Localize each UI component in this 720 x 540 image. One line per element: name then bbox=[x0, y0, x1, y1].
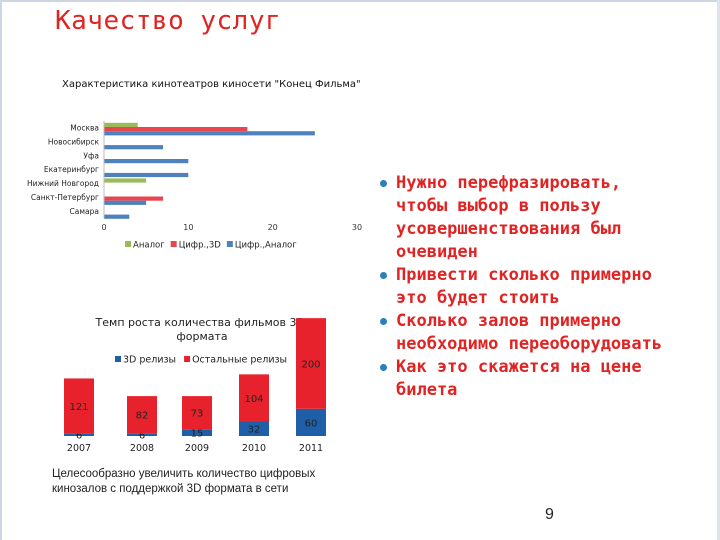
bullet-dot-icon bbox=[380, 180, 387, 187]
chart1-legend-swatch bbox=[125, 241, 131, 247]
chart1-category-label: Санкт-Петербург bbox=[31, 193, 99, 202]
bullet-text: Привести сколько примерно это будет стои… bbox=[396, 265, 652, 308]
chart2-data-label: 32 bbox=[248, 425, 261, 436]
chart1-category-label: Уфа bbox=[83, 151, 99, 160]
bullet-text: Как это скажется на цене билета bbox=[396, 357, 642, 400]
chart1-tick-label: 10 bbox=[183, 223, 193, 232]
chart2-legend-swatch bbox=[115, 356, 121, 362]
chart2-title: Темп роста количества фильмов 3D формата bbox=[95, 316, 309, 343]
bullet-item: Нужно перефразировать, чтобы выбор в пол… bbox=[380, 172, 680, 264]
chart1-bar bbox=[104, 172, 189, 178]
chart2-bar-segment bbox=[64, 378, 94, 434]
chart1-bar bbox=[104, 214, 130, 219]
chart2-data-label: 82 bbox=[136, 411, 149, 422]
chart2-bar-segment bbox=[239, 421, 269, 436]
chart1-bar bbox=[104, 159, 189, 164]
chart2-data-label: 6 bbox=[139, 431, 145, 442]
bullet-dot-icon bbox=[380, 364, 387, 371]
chart2-data-label: 121 bbox=[69, 402, 88, 413]
chart2-data-label: 15 bbox=[191, 429, 204, 440]
chart2-bar-segment bbox=[127, 433, 157, 436]
chart2-category-label: 2008 bbox=[130, 443, 154, 454]
chart1-legend-swatch bbox=[170, 241, 177, 247]
bullet-item: Сколько залов примерно необходимо переоб… bbox=[380, 310, 680, 356]
bullet-text: Сколько залов примерно необходимо переоб… bbox=[396, 311, 663, 354]
page-number: 9 bbox=[545, 506, 554, 523]
chart1-bar bbox=[104, 178, 147, 183]
chart2-bar-segment bbox=[182, 429, 212, 436]
chart2-bar-segment bbox=[182, 396, 212, 430]
chart1-bar bbox=[104, 196, 164, 201]
chart2-bar-segment bbox=[296, 408, 326, 436]
slide-frame-left bbox=[0, 0, 2, 540]
chart1-tick-label: 0 bbox=[101, 223, 106, 232]
bullet-item: Привести сколько примерно это будет стои… bbox=[380, 264, 680, 310]
chart1-legend-swatch bbox=[226, 241, 233, 247]
chart1-category-label: Нижний Новгород bbox=[27, 179, 99, 188]
bullet-item: Как это скажется на цене билета bbox=[380, 356, 680, 402]
chart1-tick-label: 20 bbox=[268, 223, 278, 232]
chart1-bar bbox=[104, 145, 164, 150]
chart1-category-label: Новосибирск bbox=[48, 137, 100, 146]
chart2-category-label: 2009 bbox=[185, 443, 209, 454]
chart1-legend-label: Аналог bbox=[133, 241, 165, 251]
chart2-data-label: 6 bbox=[76, 431, 82, 442]
chart2-title-line-1: Темп роста количества фильмов 3D bbox=[95, 316, 305, 329]
bullet-dot-icon bbox=[380, 272, 387, 279]
chart1-legend-label: Цифр.,Аналог bbox=[235, 241, 297, 251]
chart1-tick-label: 30 bbox=[352, 223, 362, 232]
chart2-data-label: 73 bbox=[191, 409, 204, 420]
bullet-list: Нужно перефразировать, чтобы выбор в пол… bbox=[380, 172, 680, 402]
chart2-title-line-2: формата bbox=[176, 330, 227, 343]
slide-frame-right bbox=[717, 0, 720, 540]
chart2-category-label: 2010 bbox=[242, 443, 266, 454]
chart1-bar bbox=[104, 122, 138, 127]
bullet-text: Нужно перефразировать, чтобы выбор в пол… bbox=[396, 173, 622, 262]
chart2-data-label: 60 bbox=[305, 418, 318, 429]
bullet-dot-icon bbox=[380, 318, 387, 325]
chart2-bar-segment bbox=[296, 318, 326, 409]
chart2-data-label: 200 bbox=[301, 359, 320, 370]
chart2-category-label: 2007 bbox=[67, 443, 91, 454]
chart2-legend-label: 3D релизы bbox=[123, 355, 176, 366]
chart2-bar-segment bbox=[64, 433, 94, 436]
chart2-legend-label: Остальные релизы bbox=[192, 355, 287, 366]
chart1-legend-label: Цифр.,3D bbox=[179, 241, 222, 251]
chart1-bar bbox=[104, 127, 248, 132]
chart2-bar-segment bbox=[239, 374, 269, 422]
chart1-category-label: Москва bbox=[70, 123, 99, 132]
conclusion-text: Целесообразно увеличить количество цифро… bbox=[52, 468, 316, 495]
chart2-bar-segment bbox=[127, 396, 157, 434]
chart2-legend-swatch bbox=[184, 356, 191, 362]
chart1-title: Характеристика кинотеатров киносети "Кон… bbox=[62, 79, 361, 90]
slide-title: Качество услуг bbox=[55, 6, 282, 36]
chart1-bar bbox=[104, 131, 315, 136]
chart1-category-label: Самара bbox=[70, 207, 99, 216]
chart1-bar bbox=[104, 200, 147, 205]
slide-frame-top bbox=[0, 0, 720, 2]
chart2-category-label: 2011 bbox=[299, 443, 323, 454]
chart1-category-label: Екатеринбург bbox=[44, 165, 99, 174]
chart2-data-label: 104 bbox=[244, 394, 263, 405]
